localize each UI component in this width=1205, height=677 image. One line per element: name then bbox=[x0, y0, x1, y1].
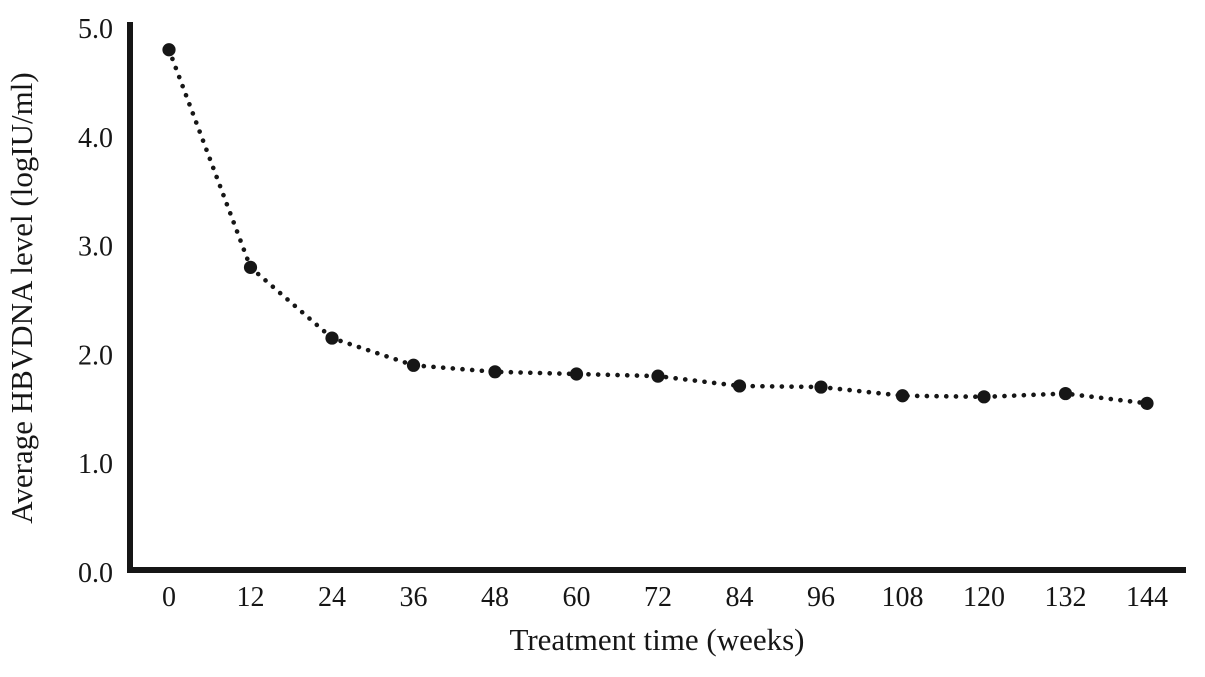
data-point-week-132 bbox=[1058, 386, 1073, 401]
x-axis-title: Treatment time (weeks) bbox=[510, 622, 805, 657]
x-tick-label-132: 132 bbox=[1045, 582, 1087, 613]
data-point-week-120 bbox=[977, 390, 991, 404]
y-tick-label-3.0: 3.0 bbox=[78, 232, 113, 263]
y-tick-label-1.0: 1.0 bbox=[78, 449, 113, 480]
data-point-week-144 bbox=[1140, 396, 1154, 410]
x-tick-label-48: 48 bbox=[481, 582, 509, 613]
data-point-week-12 bbox=[243, 260, 258, 274]
x-tick-label-120: 120 bbox=[963, 582, 1005, 613]
x-tick-label-108: 108 bbox=[882, 582, 924, 613]
data-series bbox=[162, 43, 1154, 410]
x-tick-label-12: 12 bbox=[237, 582, 265, 613]
data-point-week-36 bbox=[406, 358, 421, 372]
data-point-week-24 bbox=[325, 331, 339, 345]
x-axis-tick-labels: 0 12 24 36 48 60 72 84 96 108 120 132 144 bbox=[162, 582, 1168, 613]
data-point-week-60 bbox=[569, 367, 584, 381]
y-tick-label-0.0: 0.0 bbox=[78, 558, 113, 589]
x-tick-label-72: 72 bbox=[644, 582, 672, 613]
data-point-week-84 bbox=[732, 379, 747, 393]
x-tick-label-96: 96 bbox=[807, 582, 835, 613]
x-tick-label-84: 84 bbox=[726, 582, 754, 613]
y-axis-title: Average HBVDNA level (logIU/ml) bbox=[4, 72, 39, 523]
data-point-week-48 bbox=[488, 365, 502, 379]
x-tick-label-36: 36 bbox=[400, 582, 428, 613]
x-tick-label-60: 60 bbox=[563, 582, 591, 613]
data-point-week-108 bbox=[895, 389, 910, 403]
x-tick-label-144: 144 bbox=[1126, 582, 1168, 613]
x-tick-label-0: 0 bbox=[162, 582, 176, 613]
data-point-week-96 bbox=[814, 380, 828, 394]
data-point-week-72 bbox=[651, 369, 665, 383]
y-axis-tick-labels: 0.0 1.0 2.0 3.0 4.0 5.0 bbox=[78, 14, 113, 589]
y-tick-label-2.0: 2.0 bbox=[78, 340, 113, 371]
y-tick-label-5.0: 5.0 bbox=[78, 14, 113, 45]
y-tick-label-4.0: 4.0 bbox=[78, 123, 113, 154]
data-point-week-0 bbox=[162, 43, 176, 57]
series-dotted-line bbox=[166, 47, 1150, 406]
x-tick-label-24: 24 bbox=[318, 582, 346, 613]
